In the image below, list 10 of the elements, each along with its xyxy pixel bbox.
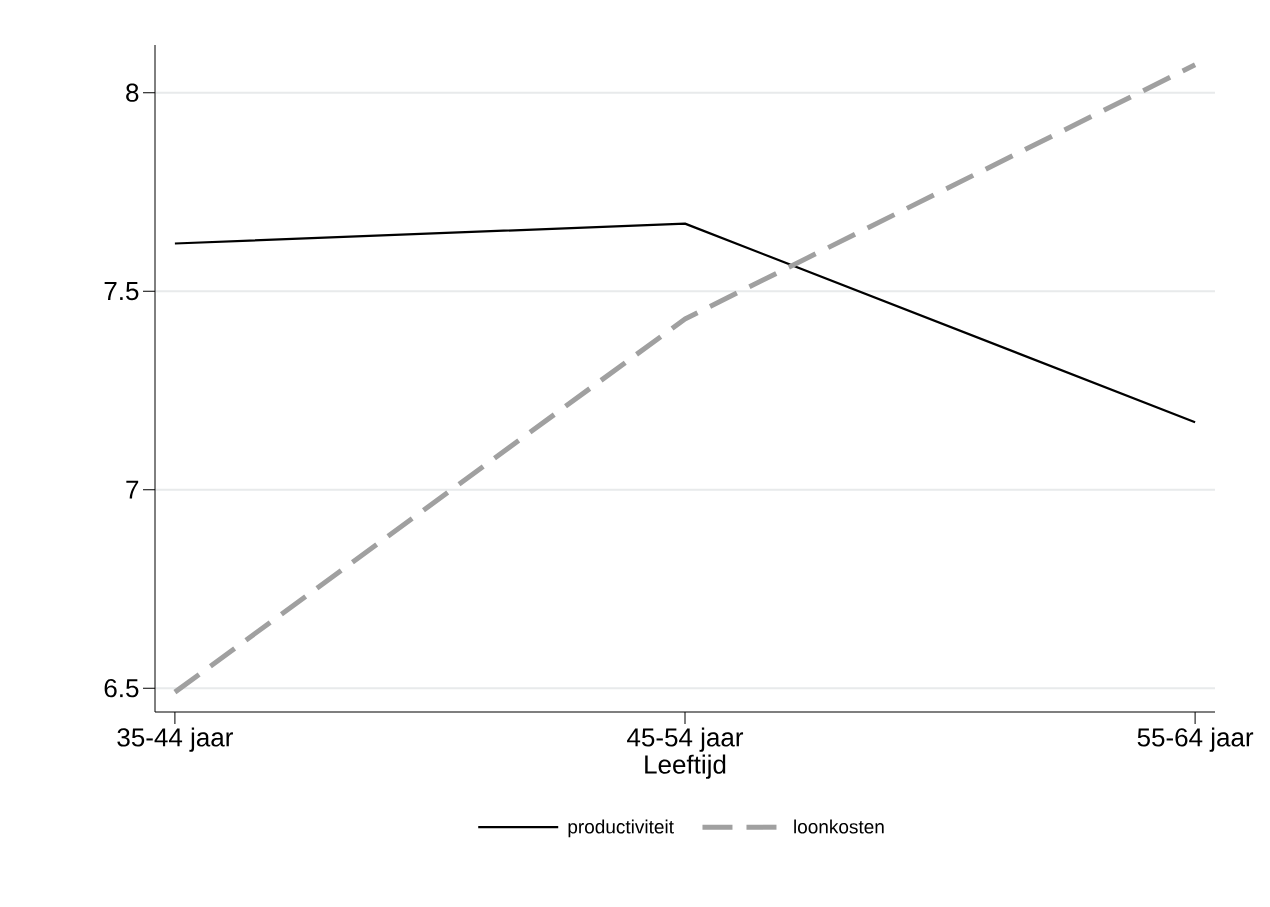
legend-label: productiviteit	[568, 819, 674, 838]
x-tick-label: 45-54 jaar	[627, 727, 744, 752]
x-tick-label: 35-44 jaar	[117, 727, 233, 752]
y-tick-label: 8	[126, 83, 139, 102]
y-tick-label: 7.5	[104, 282, 139, 301]
y-tick-label: 7	[126, 480, 139, 499]
x-tick-label: 55-64 jaar	[1137, 727, 1254, 752]
legend-label: loonkosten	[794, 819, 884, 834]
y-tick-label: 6.5	[104, 678, 139, 698]
x-axis-title: Leeftijd	[645, 754, 726, 779]
